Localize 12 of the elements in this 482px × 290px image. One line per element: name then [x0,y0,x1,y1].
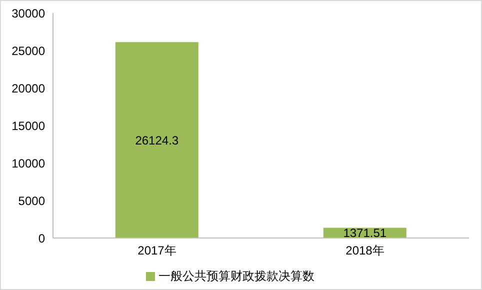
data-label: 1371.51 [343,226,387,240]
data-label: 26124.3 [135,133,179,148]
x-tick-label: 2018年 [346,244,384,258]
y-tick-label: 15000 [12,118,46,133]
x-tick-label: 2017年 [138,244,176,258]
y-tick-label: 30000 [12,6,46,20]
y-tick-label: 10000 [12,156,46,170]
legend-label: 一般公共预算财政拨款决算数 [158,269,314,283]
y-tick-label: 25000 [12,44,46,58]
y-tick-label: 20000 [12,81,46,96]
y-tick-label: 5000 [18,194,46,208]
y-tick-label: 0 [38,231,46,246]
